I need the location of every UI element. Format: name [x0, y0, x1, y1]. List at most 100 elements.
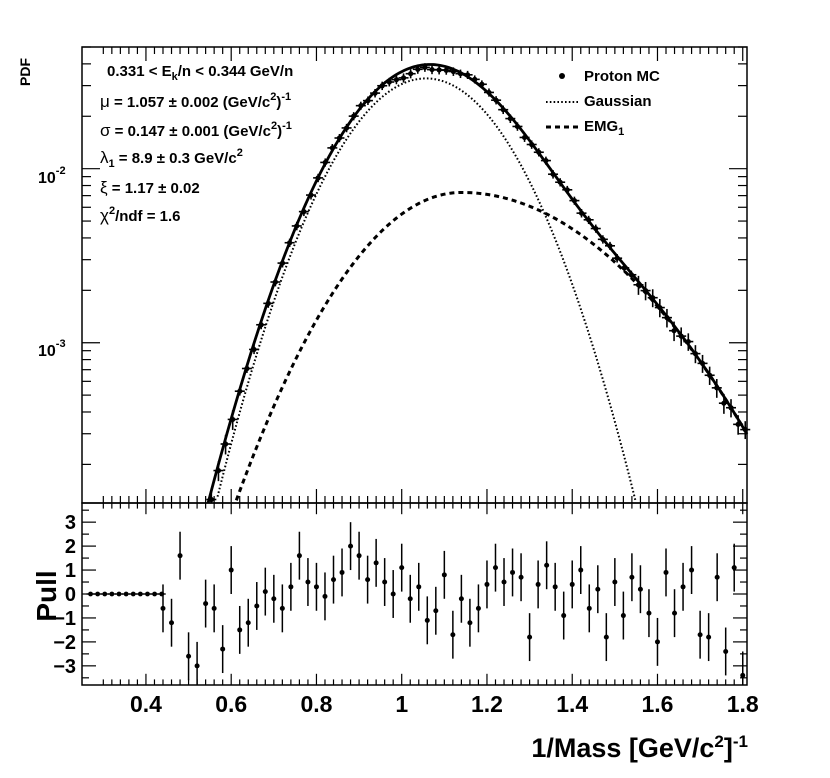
x-tick-label: 0.8 [300, 691, 332, 717]
marker [458, 596, 464, 602]
pull-point [313, 562, 319, 611]
pull-point [552, 562, 558, 611]
marker [697, 632, 703, 638]
marker [731, 565, 737, 571]
pull-point [194, 641, 200, 685]
y-tick-label-1e-3: 10-3 [38, 338, 66, 360]
lambda-annotation: λ1 = 8.9 ± 0.3 GeV/c2 [100, 147, 243, 170]
pull-point [245, 598, 251, 647]
x-tick-label: 1 [395, 691, 408, 717]
pull-point [527, 613, 533, 662]
marker [443, 67, 449, 73]
marker [416, 584, 422, 590]
marker [348, 543, 354, 549]
pull-point [706, 613, 712, 662]
pull-point [279, 584, 285, 633]
top-plot-frame [81, 46, 748, 504]
marker [137, 591, 143, 597]
pull-point [689, 546, 695, 594]
marker [220, 646, 226, 652]
marker [415, 66, 421, 72]
marker [714, 574, 720, 580]
marker [109, 591, 115, 597]
pull-point [254, 582, 260, 630]
pull-point [203, 579, 209, 628]
marker [569, 581, 575, 587]
marker [305, 579, 311, 585]
marker [228, 567, 234, 573]
pull-point [723, 627, 729, 676]
pull-point [561, 591, 567, 640]
marker [535, 581, 541, 587]
total-fit-curve [206, 63, 749, 503]
data-point [391, 75, 402, 85]
gaussian-curve [216, 77, 637, 501]
pull-y-tick-label: 2 [65, 536, 76, 558]
marker [672, 610, 678, 616]
pull-y-tick-label: −2 [53, 632, 76, 654]
data-point [405, 69, 416, 79]
pull-point [322, 572, 328, 621]
marker [145, 591, 150, 597]
marker [382, 579, 388, 585]
pull-point [416, 562, 422, 611]
pull-zero-point [136, 591, 145, 597]
pull-y-tick-label: −1 [53, 608, 76, 630]
marker [723, 648, 729, 654]
legend-label-proton-mc: Proton MC [584, 68, 660, 85]
marker [123, 591, 129, 597]
pull-point [356, 531, 362, 580]
marker [245, 620, 251, 626]
marker [429, 66, 435, 73]
pull-point [484, 560, 490, 609]
pull-point [578, 546, 584, 594]
pull-zero-point [86, 591, 95, 597]
pull-zero-point [157, 591, 166, 597]
marker [578, 567, 584, 573]
marker [116, 591, 122, 597]
marker [527, 634, 533, 640]
pull-point [450, 610, 456, 659]
x-tick-label: 1.2 [471, 691, 503, 717]
x-tick-label: 1.4 [556, 691, 588, 717]
marker [356, 553, 362, 559]
pull-point [620, 591, 626, 640]
emg-curve [234, 190, 748, 501]
pull-y-tick-label: −3 [53, 656, 76, 678]
x-tick-label: 0.4 [130, 691, 162, 717]
marker [654, 639, 660, 645]
pull-point [535, 560, 541, 609]
marker [169, 620, 175, 626]
pull-point [714, 553, 720, 602]
pull-zero-point [143, 591, 152, 597]
pull-point [731, 543, 737, 592]
x-tick-label: 1.8 [727, 691, 759, 717]
marker [407, 596, 413, 602]
pull-point [544, 541, 550, 590]
marker [102, 591, 108, 597]
pull-zero-point [115, 591, 124, 597]
pull-point [612, 558, 618, 606]
pull-point [288, 562, 294, 611]
marker [339, 569, 345, 575]
marker [603, 634, 609, 640]
pull-point [586, 584, 592, 633]
pull-point [305, 558, 311, 606]
pull-point [595, 565, 601, 614]
y-axis-label-pull: Pull [31, 570, 62, 621]
pull-point [262, 567, 268, 616]
top-panel: PDF 10-2 10-3 0.331 < Ek/n < 0.344 GeV/n… [17, 46, 751, 504]
marker [160, 605, 166, 611]
fit-annotations: 0.331 < Ek/n < 0.344 GeV/n μ = 1.057 ± 0… [100, 63, 293, 225]
marker [194, 663, 200, 669]
marker [510, 569, 516, 575]
bottom-axis-ticks [82, 503, 747, 685]
pull-point [680, 562, 686, 611]
marker [399, 565, 405, 571]
pull-zero-point [129, 591, 138, 597]
legend-marker-proton-mc [559, 73, 565, 79]
marker [390, 591, 396, 597]
marker [95, 591, 101, 597]
